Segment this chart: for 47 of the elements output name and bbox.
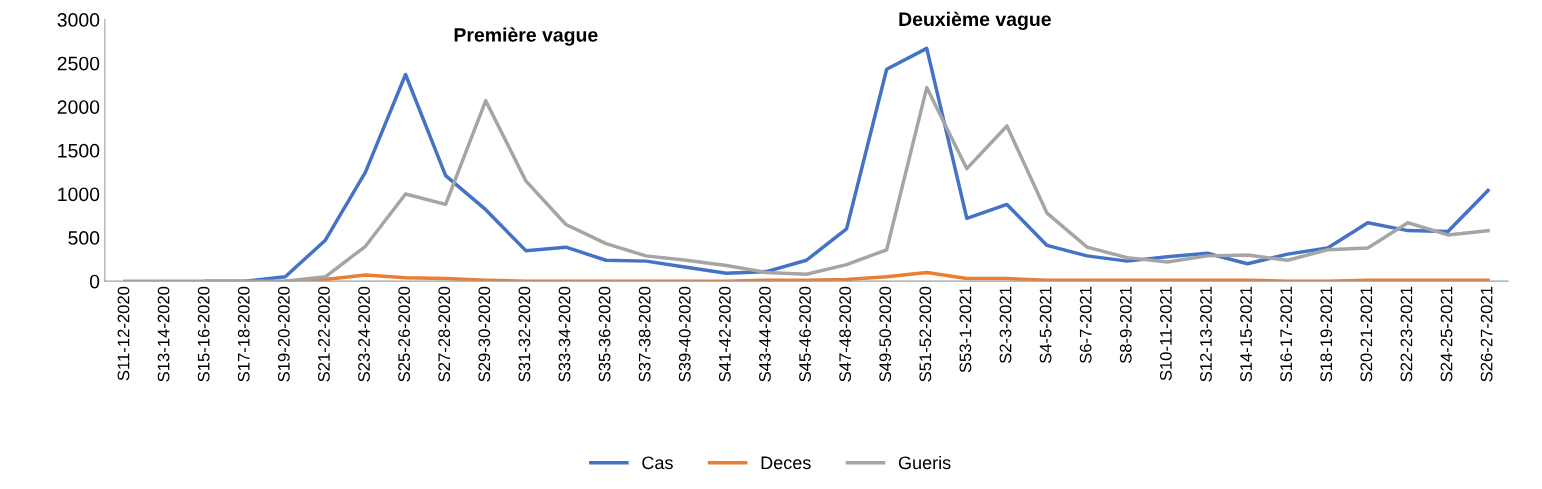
x-tick-label: S8-9-2021 (1119, 286, 1132, 364)
y-tick-label: 500 (68, 231, 100, 245)
x-tick-label: S39-40-2020 (678, 286, 691, 382)
legend-label: Cas (642, 456, 673, 470)
x-tick-label: S45-46-2020 (799, 286, 811, 382)
x-tick-label: S33-34-2020 (558, 286, 571, 382)
x-tick-label: S31-32-2020 (518, 286, 531, 382)
x-tick-label: S10-11-2021 (1159, 286, 1172, 381)
x-tick-label: S15-16-2020 (197, 286, 210, 382)
x-tick-label: S6-7-2021 (1079, 286, 1092, 364)
x-tick-label: S19-20-2020 (277, 286, 290, 382)
x-tick-label: S29-30-2020 (478, 286, 491, 382)
legend-label: Deces (761, 456, 811, 470)
legend-label: Gueris (898, 455, 951, 470)
x-tick-label: S21-22-2020 (318, 286, 330, 382)
x-tick-label: S16-17-2021 (1280, 286, 1293, 382)
x-tick-label: S25-26-2020 (398, 286, 411, 382)
y-tick-label: 2500 (57, 56, 100, 71)
x-tick-label: S35-36-2020 (598, 286, 611, 382)
x-tick-label: S43-44-2020 (759, 286, 771, 382)
x-tick-label: S14-15-2021 (1240, 286, 1252, 382)
y-tick-label: 0 (89, 274, 100, 289)
x-tick-label: S49-50-2020 (879, 286, 892, 382)
x-tick-label: S2-3-2021 (999, 286, 1012, 364)
x-tick-label: S4-5-2021 (1039, 286, 1052, 364)
annotation: Deuxième vague (899, 11, 1051, 31)
y-tick-label: 1500 (58, 143, 100, 158)
x-tick-label: S11-12-2020 (117, 286, 130, 381)
x-tick-label: S13-14-2020 (157, 286, 170, 382)
x-tick-label: S23-24-2020 (358, 286, 370, 382)
x-tick-label: S22-23-2021 (1400, 286, 1413, 382)
y-tick-label: 2000 (57, 100, 100, 114)
y-tick-label: 3000 (57, 13, 100, 27)
x-tick-label: S47-48-2020 (839, 286, 852, 382)
x-tick-label: S51-52-2020 (919, 286, 932, 382)
annotation: Première vague (454, 27, 598, 46)
y-tick-label: 1000 (58, 187, 100, 202)
x-tick-label: S41-42-2020 (718, 286, 731, 382)
x-tick-label: S53-1-2021 (959, 286, 972, 373)
x-tick-label: S26-27-2021 (1480, 286, 1493, 382)
x-tick-label: S27-28-2020 (438, 286, 451, 382)
x-tick-label: S18-19-2021 (1320, 286, 1333, 382)
x-tick-label: S20-21-2021 (1360, 286, 1373, 382)
x-tick-label: S24-25-2021 (1440, 286, 1453, 382)
x-tick-label: S17-18-2020 (237, 286, 250, 382)
x-tick-label: S37-38-2020 (638, 286, 651, 382)
x-tick-label: S12-13-2021 (1200, 286, 1212, 382)
